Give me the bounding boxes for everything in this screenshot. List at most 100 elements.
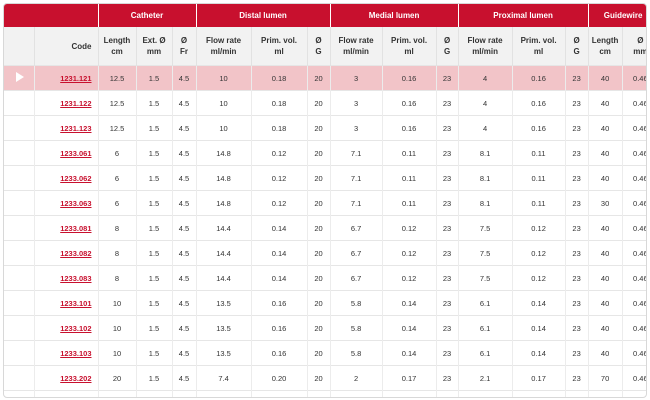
cell-code: 1233.102 [33, 315, 98, 341]
column-header-distal-prim-vol[interactable]: Prim. vol. ml [250, 27, 308, 66]
cell-medial-flow-rate: 1.5 [329, 390, 383, 397]
table-row[interactable]: 1233.063 6 1.5 4.5 14.8 0.12 20 7.1 0.11 23 8.1 0.1… [4, 190, 646, 216]
cell-distal-flow-rate: 10 [195, 115, 252, 141]
cell-distal-gauge: 20 [306, 290, 331, 316]
column-header-distal-flow-rate[interactable]: Flow rate ml/min [195, 27, 252, 66]
table-row[interactable]: 1233.083 8 1.5 4.5 14.4 0.14 20 6.7 0.12 23 7.5 0.1… [4, 265, 646, 291]
cell-ext-diameter: 1.5 [135, 390, 172, 397]
cell-guidewire-length: 40 [587, 290, 623, 316]
cell-medial-flow-rate: 7.1 [329, 165, 383, 191]
row-selector-cell[interactable] [4, 140, 34, 166]
row-selector-cell[interactable] [4, 165, 34, 191]
column-header-guidewire-length[interactable]: Length cm [587, 27, 623, 66]
cell-length: 12.5 [97, 115, 136, 141]
cell-guidewire-length: 40 [587, 315, 623, 341]
cell-code: 1233.302 [33, 390, 98, 397]
cell-proximal-flow-rate: 4 [457, 90, 513, 116]
cell-guidewire-length: 40 [587, 90, 623, 116]
table-row[interactable]: 1231.123 12.5 1.5 4.5 10 0.18 20 3 0.16 23 4 0.16 23… [4, 115, 646, 141]
column-header-code[interactable]: Code [33, 27, 98, 66]
column-header-french-size[interactable]: Ø Fr [171, 27, 197, 66]
cell-french-size: 4.5 [171, 165, 197, 191]
row-selector-cell[interactable] [4, 365, 34, 391]
cell-length: 10 [97, 315, 136, 341]
table-row[interactable]: 1233.101 10 1.5 4.5 13.5 0.16 20 5.8 0.14 23 6.1 0.… [4, 290, 646, 316]
row-selector-cell[interactable] [4, 390, 34, 397]
row-selector-cell[interactable] [4, 215, 34, 241]
table-row[interactable]: 1233.302301.54.55.80.24201.50.19231.60.1… [4, 390, 646, 397]
product-code-link[interactable]: 1233.202 [60, 373, 92, 383]
cell-proximal-gauge: 23 [564, 140, 589, 166]
cell-guidewire-length: 40 [587, 265, 623, 291]
cell-distal-gauge: 20 [306, 90, 331, 116]
cell-medial-prim-vol: 0.12 [381, 215, 437, 241]
cell-distal-gauge: 20 [306, 340, 331, 366]
table-row[interactable]: 1231.122 12.5 1.5 4.5 10 0.18 20 3 0.16 23 4 0.16 23… [4, 90, 646, 116]
product-code-link[interactable]: 1231.121 [60, 73, 92, 83]
row-selector-cell[interactable] [4, 290, 34, 316]
row-selector-cell[interactable] [4, 340, 34, 366]
table-row[interactable]: 1233.202 20 1.5 4.5 7.4 0.20 20 2 0.17 23 2.1 0.17 2… [4, 365, 646, 391]
column-header-length[interactable]: Length cm [97, 27, 136, 66]
cell-distal-prim-vol: 0.14 [250, 265, 308, 291]
table-row[interactable]: 1233.062 6 1.5 4.5 14.8 0.12 20 7.1 0.11 23 8.1 0.1… [4, 165, 646, 191]
product-code-link[interactable]: 1231.122 [60, 98, 92, 108]
group-header-proximal-lumen: Proximal lumen [457, 4, 589, 27]
product-code-link[interactable]: 1233.063 [60, 198, 92, 208]
product-code-link[interactable]: 1233.101 [60, 298, 92, 308]
column-header-proximal-flow-rate[interactable]: Flow rate ml/min [457, 27, 513, 66]
table-row[interactable]: 1233.103 10 1.5 4.5 13.5 0.16 20 5.8 0.14 23 6.1 0.… [4, 340, 646, 366]
column-header-medial-prim-vol[interactable]: Prim. vol. ml [381, 27, 437, 66]
product-code-link[interactable]: 1233.061 [60, 148, 92, 158]
cell-length: 12.5 [97, 90, 136, 116]
row-selector-cell[interactable] [4, 190, 34, 216]
column-header-proximal-prim-vol[interactable]: Prim. vol. ml [511, 27, 566, 66]
table-row[interactable]: 1233.081 8 1.5 4.5 14.4 0.14 20 6.7 0.12 23 7.5 0.1… [4, 215, 646, 241]
cell-medial-prim-vol: 0.17 [381, 365, 437, 391]
row-selector-cell[interactable] [4, 265, 34, 291]
cell-medial-prim-vol: 0.16 [381, 90, 437, 116]
row-selector-cell[interactable] [4, 240, 34, 266]
group-header-row: Catheter Distal lumen Medial lumen Proxi… [4, 4, 646, 27]
cell-medial-prim-vol: 0.11 [381, 165, 437, 191]
cell-guidewire-length: 40 [587, 65, 623, 91]
product-code-link[interactable]: 1233.083 [60, 273, 92, 283]
product-code-link[interactable]: 1233.081 [60, 223, 92, 233]
cell-proximal-gauge: 23 [564, 115, 589, 141]
product-code-link[interactable]: 1233.102 [60, 323, 92, 333]
cell-ext-diameter: 1.5 [135, 290, 172, 316]
product-code-link[interactable]: 1233.103 [60, 348, 92, 358]
cell-distal-gauge: 20 [306, 315, 331, 341]
row-selector-cell[interactable] [4, 65, 34, 91]
cell-proximal-gauge: 23 [564, 315, 589, 341]
row-selector-cell[interactable] [4, 315, 34, 341]
product-code-link[interactable]: 1233.082 [60, 248, 92, 258]
row-selector-cell[interactable] [4, 90, 34, 116]
cell-proximal-prim-vol: 0.12 [511, 240, 566, 266]
cell-french-size: 4.5 [171, 215, 197, 241]
product-code-link[interactable]: 1233.062 [60, 173, 92, 183]
cell-french-size: 4.5 [171, 290, 197, 316]
cell-proximal-gauge: 23 [564, 165, 589, 191]
column-header-medial-flow-rate[interactable]: Flow rate ml/min [329, 27, 383, 66]
table-row[interactable]: 1233.102 10 1.5 4.5 13.5 0.16 20 5.8 0.14 23 6.1 0.… [4, 315, 646, 341]
table-row[interactable]: 1233.082 8 1.5 4.5 14.4 0.14 20 6.7 0.12 23 7.5 0.1… [4, 240, 646, 266]
cell-distal-gauge: 20 [306, 190, 331, 216]
cell-proximal-flow-rate: 7.5 [457, 215, 513, 241]
cell-medial-gauge: 23 [435, 265, 459, 291]
cell-guidewire-length: 70 [587, 365, 623, 391]
cell-proximal-gauge: 23 [564, 190, 589, 216]
cell-distal-prim-vol: 0.12 [250, 190, 308, 216]
table-row[interactable]: 1231.121 12.5 1.5 4.5 10 0.18 20 3 0.16 23 4 0.16 23… [4, 65, 646, 91]
product-code-link[interactable]: 1231.123 [60, 123, 92, 133]
table-row[interactable]: 1233.061 6 1.5 4.5 14.8 0.12 20 7.1 0.11 23 8.1 0.1… [4, 140, 646, 166]
cell-distal-gauge: 20 [306, 140, 331, 166]
row-selector-cell[interactable] [4, 115, 34, 141]
cell-medial-flow-rate: 6.7 [329, 265, 383, 291]
